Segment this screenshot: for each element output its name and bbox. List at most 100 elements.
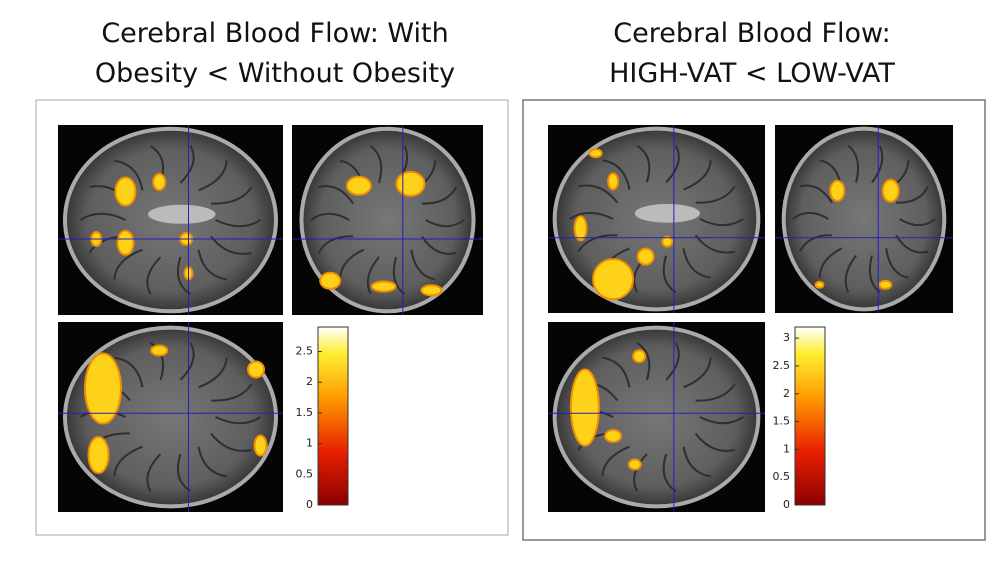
colorbar-tick-label: 2	[306, 375, 313, 388]
sulcus	[317, 235, 354, 254]
sulcus	[682, 248, 711, 279]
sulcus	[318, 185, 354, 205]
sulcus	[694, 432, 735, 452]
colorbar-tick-label: 3	[783, 331, 790, 344]
sulcus	[369, 145, 383, 184]
sulcus	[114, 356, 144, 388]
sulcus	[198, 160, 228, 192]
sulcus	[210, 235, 252, 255]
colorbar	[794, 326, 826, 506]
activation	[150, 344, 169, 357]
sulcus	[149, 342, 164, 381]
corpus-callosum	[148, 204, 216, 224]
colorbar-tick-label: 1	[783, 442, 790, 455]
activation	[632, 349, 647, 364]
sulcus	[177, 256, 192, 295]
sulcus	[211, 186, 253, 205]
sulcus	[799, 184, 833, 204]
activation	[592, 258, 635, 301]
activation	[881, 178, 900, 203]
sulcus	[421, 235, 457, 255]
panel-title: HIGH-VAT < LOW-VAT	[609, 58, 895, 89]
colorbar-tick-label: 1.5	[773, 415, 791, 428]
activation	[116, 229, 135, 256]
activation	[114, 176, 137, 207]
sulcus	[818, 247, 843, 278]
activation	[814, 280, 825, 289]
activation	[661, 235, 674, 248]
sulcus	[636, 342, 651, 381]
sulcus	[695, 383, 736, 402]
sulcus	[113, 445, 143, 477]
sulcus	[601, 445, 630, 477]
sulcus	[569, 211, 614, 220]
activation	[253, 434, 268, 457]
sulcus	[699, 218, 744, 227]
activation	[636, 247, 655, 266]
sulcus	[868, 255, 881, 294]
sulcus	[179, 145, 195, 184]
sulcus	[633, 453, 648, 492]
sulcus	[198, 357, 228, 389]
panel-title: Cerebral Blood Flow: With	[101, 18, 448, 49]
activation	[319, 271, 342, 290]
colorbar-tick-label: 2.5	[296, 345, 314, 358]
sulcus	[366, 256, 380, 295]
sulcus	[392, 256, 406, 295]
sulcus	[177, 453, 192, 492]
sulcus	[602, 159, 631, 190]
sulcus	[410, 249, 436, 281]
sulcus	[210, 432, 252, 452]
sulcus	[662, 255, 677, 294]
activation	[345, 175, 372, 196]
sulcus	[694, 234, 735, 254]
sulcus	[682, 446, 711, 478]
sulcus	[146, 453, 162, 492]
sulcus	[310, 212, 350, 221]
sulcus	[197, 249, 227, 281]
activation	[87, 436, 110, 474]
sulcus	[577, 234, 618, 253]
activation	[627, 458, 642, 471]
sulcus	[844, 255, 857, 293]
sulcus	[179, 342, 195, 381]
colorbar-tick-label: 1	[306, 437, 313, 450]
sulcus	[215, 416, 262, 425]
activation	[607, 172, 620, 191]
activation	[588, 148, 603, 159]
sulcus	[636, 144, 651, 183]
colorbar-tick-label: 0.5	[296, 467, 314, 480]
sulcus	[425, 219, 465, 228]
sulcus	[211, 383, 253, 402]
colorbar-tick-label: 0	[783, 498, 790, 511]
colorbar-tick-label: 0	[306, 498, 313, 511]
activation	[878, 279, 893, 290]
activation	[84, 352, 122, 425]
sulcus	[421, 186, 458, 205]
sulcus	[792, 211, 829, 220]
colorbar-tick-label: 1.5	[296, 406, 314, 419]
activation	[569, 368, 600, 447]
sulcus	[79, 212, 126, 221]
sulcus	[662, 453, 677, 492]
activation	[395, 170, 426, 197]
corpus-callosum	[634, 203, 700, 223]
sulcus	[146, 256, 162, 295]
colorbar-tick-label: 2	[783, 387, 790, 400]
activation	[420, 284, 443, 297]
sulcus	[665, 342, 680, 381]
activation	[573, 215, 588, 242]
sulcus	[847, 144, 860, 183]
sulcus	[699, 416, 744, 425]
activation	[247, 360, 265, 379]
sulcus	[113, 248, 143, 280]
colorbar-tick-label: 2.5	[773, 359, 791, 372]
sulcus	[665, 145, 680, 184]
activation	[604, 429, 623, 443]
sulcus	[602, 356, 631, 388]
activation	[370, 280, 397, 293]
panel-title: Cerebral Blood Flow:	[613, 18, 891, 49]
panel-title: Obesity < Without Obesity	[95, 58, 455, 89]
activation	[152, 173, 167, 191]
colorbar-tick-label: 0.5	[773, 470, 791, 483]
